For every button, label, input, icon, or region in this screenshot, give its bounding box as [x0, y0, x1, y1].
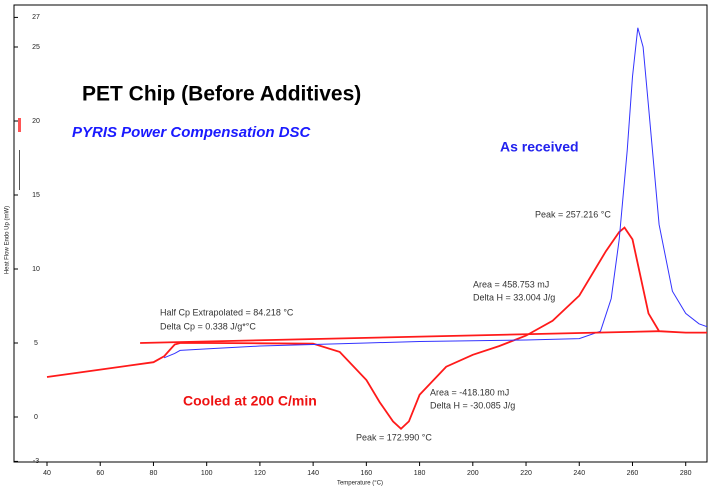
annotation: Delta H = -30.085 J/g [430, 400, 515, 410]
y-tick-label: 10 [32, 266, 40, 273]
annotation: Cooled at 200 C/min [183, 393, 317, 409]
y-tick-label: 0 [34, 414, 38, 421]
x-tick-label: 220 [520, 470, 532, 477]
chart-title: PET Chip (Before Additives) [82, 83, 361, 106]
plot-frame [13, 4, 708, 463]
x-tick-label: 40 [43, 470, 51, 477]
y-axis-label: Heat Flow Endo Up (mW) [5, 206, 11, 274]
series-line [163, 27, 708, 359]
annotation: Area = 458.753 mJ [473, 279, 549, 289]
y-tick-label: 27 [32, 14, 40, 21]
x-tick-label: 200 [467, 470, 479, 477]
annotation: Delta H = 33.004 J/g [473, 292, 555, 302]
x-tick-label: 260 [627, 470, 639, 477]
y-tick-label: 15 [32, 192, 40, 199]
x-tick-label: 120 [254, 470, 266, 477]
y-tick-label: 5 [34, 340, 38, 347]
y-tick-label: 25 [32, 44, 40, 51]
annotation: Half Cp Extrapolated = 84.218 °C [160, 307, 294, 317]
x-tick-label: 60 [96, 470, 104, 477]
x-tick-label: 140 [307, 470, 319, 477]
series-line [140, 330, 660, 344]
y-tick-label: 20 [32, 118, 40, 125]
x-tick-label: 240 [573, 470, 585, 477]
chart-subtitle: PYRIS Power Compensation DSC [72, 124, 312, 141]
x-tick-label: 180 [414, 470, 426, 477]
series-marker [18, 118, 21, 132]
annotation: Peak = 172.990 °C [356, 432, 432, 442]
x-axis-label: Temperature (°C) [337, 481, 383, 487]
annotation: Peak = 257.216 °C [535, 209, 611, 219]
series-line [46, 226, 707, 431]
y-tick-label: -3 [33, 458, 39, 465]
x-tick-label: 80 [150, 470, 158, 477]
annotation: Delta Cp = 0.338 J/g*°C [160, 321, 256, 331]
annotation: Area = -418.180 mJ [430, 387, 509, 397]
x-tick-label: 280 [680, 470, 692, 477]
x-tick-label: 160 [361, 470, 373, 477]
x-tick-label: 100 [201, 470, 213, 477]
annotation: As received [500, 139, 579, 155]
